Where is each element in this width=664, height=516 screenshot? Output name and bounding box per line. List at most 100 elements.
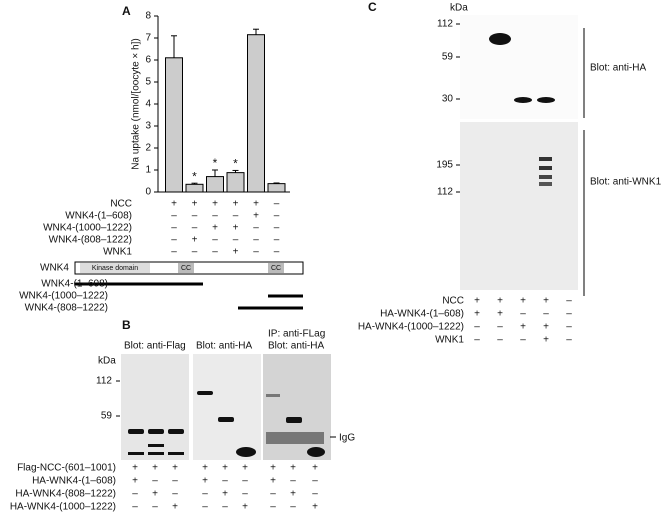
condition-sign: –: [132, 489, 138, 500]
bar: [165, 57, 183, 193]
y-tick-label: 7: [145, 33, 151, 44]
bar: [206, 176, 224, 193]
kinase-box: [80, 263, 150, 273]
cc-label: CC: [181, 265, 191, 272]
condition-sign: +: [233, 247, 239, 258]
blot: [263, 354, 331, 460]
panel-label: C: [368, 0, 377, 14]
condition-sign: –: [202, 489, 208, 500]
condition-sign: +: [202, 463, 208, 474]
condition-sign: –: [566, 296, 572, 307]
condition-sign: –: [290, 476, 296, 487]
marker-label: 112: [437, 187, 453, 198]
condition-sign: +: [270, 476, 276, 487]
condition-sign: +: [222, 489, 228, 500]
significance: *: [213, 156, 218, 170]
condition-sign: +: [172, 502, 178, 513]
y-tick-label: 6: [145, 55, 151, 66]
blot-label: Blot: anti-HA: [196, 341, 252, 352]
marker-label: 30: [442, 94, 454, 105]
condition-sign: +: [152, 463, 158, 474]
y-tick-label: 1: [145, 165, 151, 176]
condition-sign: +: [520, 296, 526, 307]
y-tick-label: 5: [145, 77, 151, 88]
condition-sign: +: [543, 335, 549, 346]
condition-sign: –: [497, 322, 503, 333]
condition-sign: –: [132, 502, 138, 513]
condition-sign: +: [242, 502, 248, 513]
condition-sign: +: [543, 296, 549, 307]
condition-sign: –: [242, 489, 248, 500]
condition-sign: +: [497, 309, 503, 320]
condition-sign: +: [290, 489, 296, 500]
condition-sign: +: [233, 223, 239, 234]
condition-sign: –: [172, 489, 178, 500]
condition-sign: +: [222, 463, 228, 474]
condition-sign: +: [497, 296, 503, 307]
condition-sign: –: [171, 211, 177, 222]
condition-sign: –: [474, 322, 480, 333]
condition-sign: +: [152, 489, 158, 500]
condition-sign: +: [543, 322, 549, 333]
condition-sign: –: [566, 335, 572, 346]
condition-sign: –: [520, 309, 526, 320]
condition-sign: +: [270, 463, 276, 474]
condition-sign: –: [202, 502, 208, 513]
cc-label: CC: [271, 265, 281, 272]
condition-label: HA-WNK4-(1–608): [380, 309, 464, 320]
condition-sign: +: [192, 235, 198, 246]
construct-label: WNK4-(808–1222): [25, 303, 108, 314]
blot: [193, 354, 261, 460]
condition-sign: –: [270, 489, 276, 500]
condition-label: HA-WNK4-(808–1222): [15, 489, 116, 500]
condition-sign: –: [253, 223, 259, 234]
condition-sign: –: [274, 199, 280, 210]
condition-sign: +: [192, 199, 198, 210]
condition-label: NCC: [442, 296, 464, 307]
blot-label: Blot: anti-Flag: [124, 341, 186, 352]
blot-label: Blot: anti-WNK1: [590, 177, 662, 188]
condition-sign: +: [290, 463, 296, 474]
condition-sign: +: [520, 322, 526, 333]
bar: [267, 183, 286, 193]
y-tick-label: 0: [145, 187, 151, 198]
condition-sign: +: [171, 199, 177, 210]
condition-sign: +: [312, 463, 318, 474]
condition-sign: –: [152, 502, 158, 513]
y-tick-label: 4: [145, 99, 151, 110]
condition-label: WNK1: [103, 247, 132, 258]
blot-label: Blot: anti-HA: [590, 63, 646, 74]
bar: [226, 172, 245, 193]
condition-sign: –: [233, 235, 239, 246]
blot: [460, 122, 578, 290]
marker-label: 112: [96, 376, 112, 387]
condition-sign: –: [270, 502, 276, 513]
condition-sign: –: [212, 211, 218, 222]
protein-label: WNK4: [40, 263, 69, 274]
marker-label: 59: [101, 411, 113, 422]
condition-sign: –: [212, 235, 218, 246]
bands: [489, 33, 555, 186]
condition-sign: –: [222, 476, 228, 487]
condition-sign: –: [274, 223, 280, 234]
condition-sign: –: [566, 322, 572, 333]
condition-sign: +: [132, 476, 138, 487]
condition-sign: –: [192, 211, 198, 222]
bar: [185, 183, 204, 193]
condition-label: HA-WNK4-(1000–1222): [358, 322, 464, 333]
condition-sign: –: [274, 211, 280, 222]
condition-sign: –: [172, 476, 178, 487]
condition-sign: –: [497, 335, 503, 346]
marker-label: 59: [442, 52, 454, 63]
condition-sign: –: [474, 335, 480, 346]
condition-sign: +: [132, 463, 138, 474]
condition-sign: –: [520, 335, 526, 346]
condition-sign: –: [171, 223, 177, 234]
condition-sign: –: [212, 247, 218, 258]
condition-sign: –: [290, 502, 296, 513]
condition-sign: +: [172, 463, 178, 474]
condition-sign: +: [212, 199, 218, 210]
marker-label: 112: [437, 19, 453, 30]
bands: [128, 391, 325, 457]
